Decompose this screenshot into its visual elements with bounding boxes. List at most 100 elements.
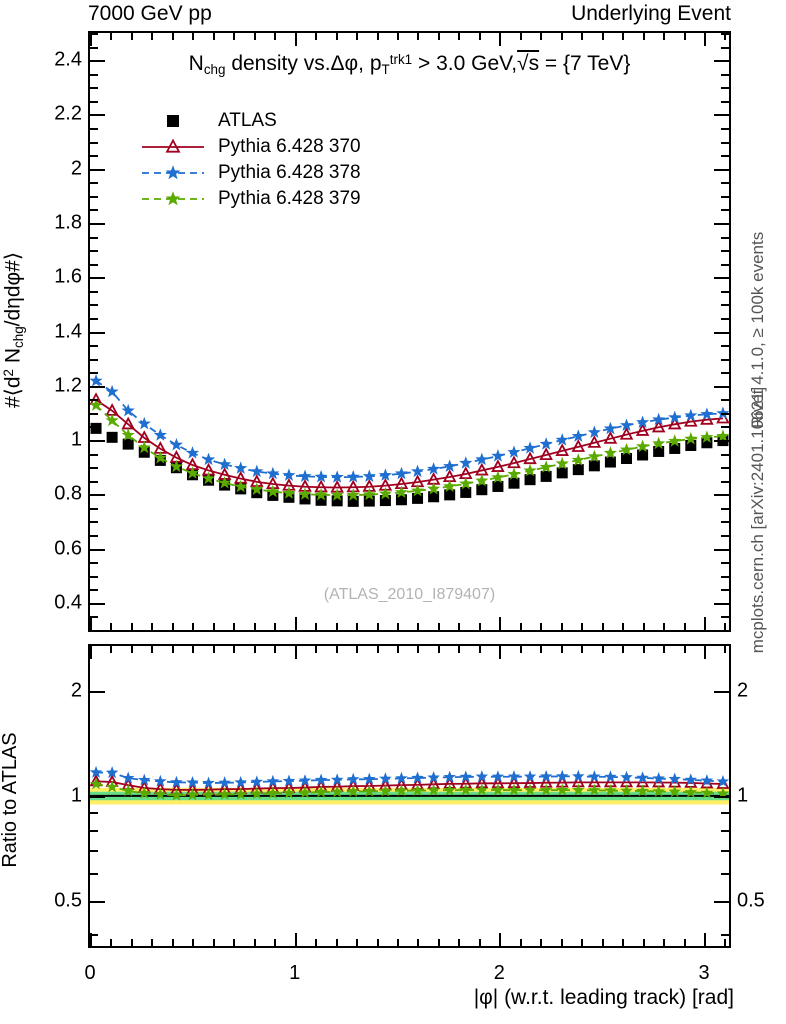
main-y-tick-label: 2.4: [54, 48, 82, 71]
star-marker: [443, 783, 456, 796]
star-marker: [588, 783, 601, 796]
star-marker: [539, 460, 553, 473]
star-marker: [314, 773, 328, 786]
star-marker: [121, 428, 135, 441]
legend-key-filled-square-marker: [140, 109, 206, 133]
legend-item-1[interactable]: Pythia 6.428 370: [140, 134, 361, 160]
analysis-watermark: (ATLAS_2010_I879407): [323, 586, 496, 603]
square-marker: [508, 477, 520, 489]
star-marker: [491, 783, 505, 796]
source-info-label: mcplots.cern.ch [arXiv:2401.10621]: [748, 386, 767, 654]
square-marker: [347, 495, 359, 507]
square-marker: [556, 467, 568, 479]
star-marker: [507, 445, 521, 458]
star-marker: [378, 486, 392, 500]
triangle-marker: [587, 435, 602, 448]
star-marker: [346, 772, 360, 785]
star-marker: [652, 784, 665, 797]
star-marker: [603, 446, 617, 459]
star-marker: [668, 785, 682, 798]
star-marker: [684, 773, 698, 786]
star-marker: [137, 786, 151, 799]
star-marker: [587, 449, 601, 463]
series-line: [95, 380, 724, 479]
ratio-plot-frame: [88, 644, 731, 948]
star-marker: [716, 774, 729, 787]
legend-item-3[interactable]: Pythia 6.428 379: [140, 186, 361, 212]
star-marker: [186, 776, 199, 788]
star-marker: [475, 770, 489, 783]
main-y-tick-label: 0.6: [54, 537, 82, 560]
star-marker: [250, 482, 264, 496]
triangle-marker: [684, 413, 698, 427]
ratio-y-tick-label-right: 1: [737, 784, 749, 807]
square-marker: [572, 464, 584, 476]
legend-key-open-triangle-marker: [140, 135, 206, 159]
star-marker: [555, 433, 569, 446]
square-marker: [363, 495, 375, 507]
star-marker: [668, 772, 682, 785]
square-marker: [701, 437, 713, 449]
star-marker: [346, 470, 360, 483]
header-left-label: 7000 GeV pp: [88, 2, 212, 25]
main-y-tick-label: 1.8: [54, 211, 82, 234]
square-marker: [138, 446, 150, 458]
star-marker: [459, 770, 473, 783]
legend-label: ATLAS: [218, 110, 277, 131]
star-marker: [604, 770, 617, 783]
ratio-y-axis-labels-right: 0.5 1 2: [737, 644, 777, 948]
star-marker: [201, 452, 216, 466]
star-marker: [169, 459, 183, 473]
star-marker: [411, 771, 424, 784]
star-marker: [620, 770, 633, 783]
star-marker: [282, 786, 296, 799]
star-marker: [604, 783, 617, 796]
square-marker: [669, 442, 681, 454]
square-marker: [588, 460, 600, 472]
square-marker: [122, 438, 134, 450]
series-line: [95, 399, 724, 489]
star-marker: [218, 787, 231, 800]
star-marker: [346, 784, 360, 797]
star-marker: [684, 432, 698, 445]
star-marker: [684, 408, 698, 422]
star-marker: [165, 165, 181, 180]
star-marker: [234, 479, 248, 493]
star-marker: [443, 770, 456, 783]
star-marker: [218, 476, 232, 489]
star-marker: [603, 421, 617, 435]
star-marker: [668, 434, 682, 447]
star-marker: [137, 773, 151, 786]
star-marker: [636, 439, 650, 453]
legend-item-0[interactable]: ATLAS: [140, 108, 361, 134]
x-tick-label: 0: [84, 962, 96, 984]
triangle-marker: [555, 443, 569, 456]
star-marker: [137, 440, 151, 454]
square-marker: [476, 484, 488, 496]
star-marker: [652, 771, 665, 784]
star-marker: [587, 425, 601, 439]
triangle-marker: [571, 439, 586, 452]
star-marker: [459, 783, 473, 796]
triangle-marker: [603, 431, 618, 444]
square-marker: [299, 493, 311, 505]
star-marker: [185, 446, 200, 459]
x-axis-title: |φ| (w.r.t. leading track) [rad]: [473, 986, 734, 1009]
star-marker: [170, 775, 183, 788]
star-marker: [250, 775, 264, 788]
star-marker: [620, 784, 633, 797]
legend-item-2[interactable]: Pythia 6.428 378: [140, 160, 361, 186]
star-marker: [330, 470, 344, 483]
star-marker: [282, 486, 296, 499]
star-marker: [282, 468, 296, 481]
star-marker: [619, 418, 634, 431]
square-marker: [444, 489, 456, 501]
star-marker: [523, 463, 537, 477]
star-marker: [395, 784, 408, 797]
plot-legend: ATLAS Pythia 6.428 370 Pythia 6.428 378 Pyt…: [140, 108, 361, 212]
star-marker: [427, 771, 440, 783]
star-marker: [362, 487, 376, 501]
star-marker: [700, 430, 714, 443]
star-marker: [636, 415, 650, 428]
